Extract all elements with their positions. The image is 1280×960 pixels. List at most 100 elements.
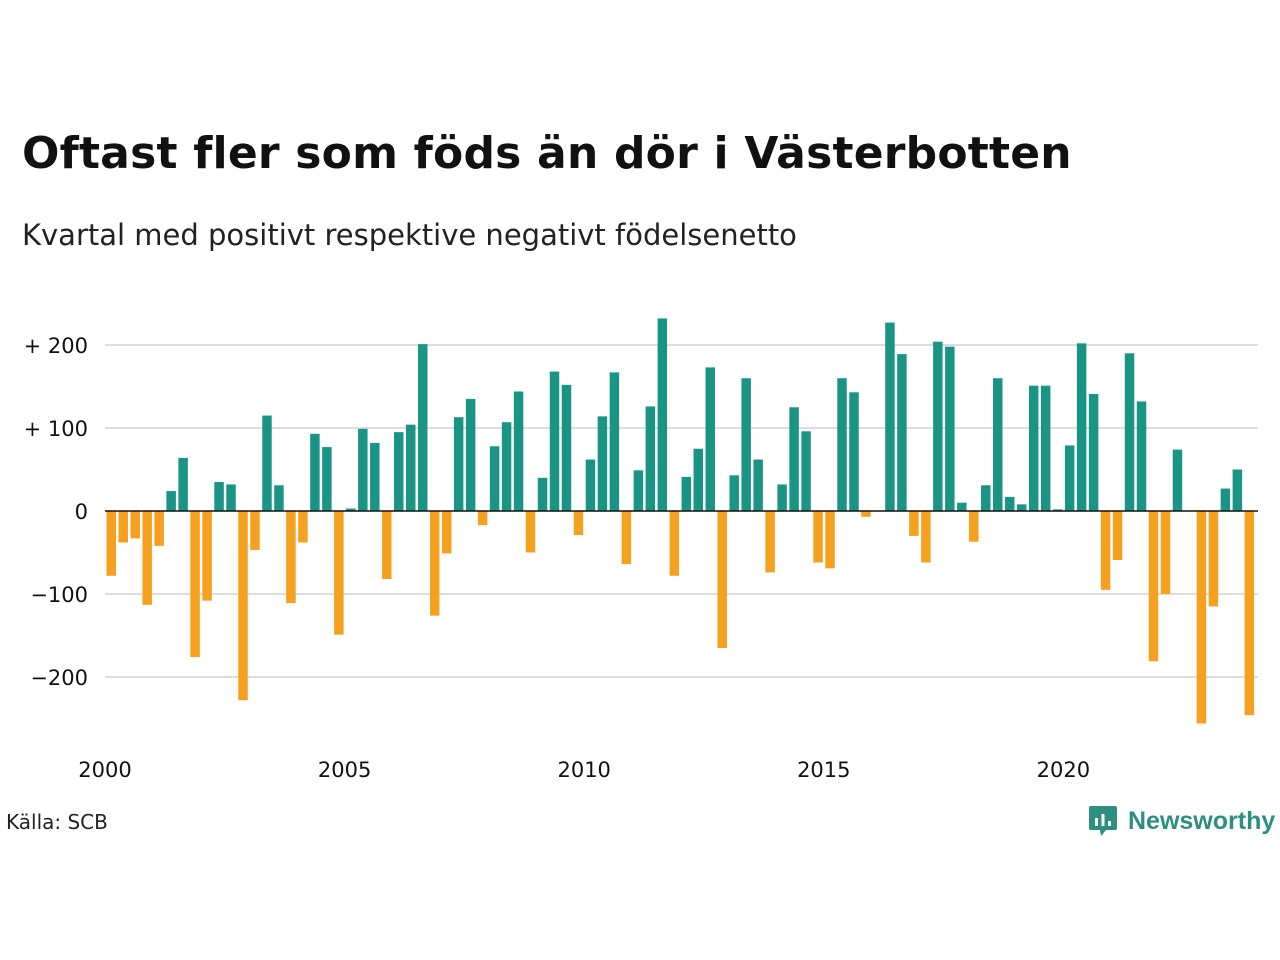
bar-negative [813,511,823,563]
bar-positive [1220,488,1231,511]
bars [106,318,1255,724]
bar-positive [585,459,596,511]
bar-positive [322,447,332,511]
bar-negative [525,511,536,553]
y-axis-ticks: + 200 + 100 0 −100 −200 [24,334,88,690]
newsworthy-chart-icon [1089,806,1117,836]
bar-positive [262,415,272,511]
bar-positive [489,446,500,511]
bar-positive [310,433,320,511]
bar-positive [645,406,656,511]
bar-positive [789,407,799,511]
bar-positive [837,378,847,511]
bar-positive [1040,385,1051,511]
bar-positive [1052,509,1063,511]
bar-positive [753,459,763,511]
bar-positive [981,485,991,511]
bar-positive [729,475,739,511]
bar-positive [358,428,368,511]
bar-negative [154,511,164,546]
bar-positive [633,470,644,511]
bar-negative [334,511,344,635]
bar-positive [214,481,224,511]
bar-positive [417,344,428,511]
bar-negative [669,511,680,576]
bar-positive [609,372,620,511]
bar-positive [885,322,895,511]
bar-negative [1196,511,1207,724]
bar-negative [1160,511,1171,594]
bar-positive [178,457,188,511]
bar-negative [1244,511,1255,716]
bar-positive [274,485,284,511]
bar-positive [370,442,380,511]
bar-negative [441,511,452,554]
y-tick-label: −100 [30,583,88,607]
bar-negative [298,511,308,543]
bar-negative [1148,511,1159,662]
bar-negative [118,511,128,543]
x-axis-ticks: 2000 2005 2010 2015 2020 [78,758,1090,782]
bar-positive [1064,445,1075,511]
bar-positive [597,416,608,511]
bar-negative [250,511,260,551]
bar-negative [1100,511,1111,590]
bar-positive [1172,449,1183,511]
bar-positive [945,346,955,511]
chart-title: Oftast fler som föds än dör i Västerbott… [22,128,1072,179]
bar-positive [453,417,464,511]
y-tick-label: + 100 [24,417,88,441]
bar-negative [921,511,931,563]
bar-positive [166,491,176,511]
bar-negative [142,511,152,605]
bar-negative [202,511,212,601]
bar-positive [1232,469,1243,511]
bar-positive [957,502,967,511]
bar-negative [106,511,116,576]
bar-positive [394,432,404,511]
bar-negative [238,511,248,701]
bar-negative [429,511,440,616]
y-tick-label: −200 [30,666,88,690]
bar-positive [897,354,907,511]
source-note: Källa: SCB [6,810,108,834]
bar-positive [801,431,811,511]
bar-positive [1124,353,1135,511]
brand-name: Newsworthy [1128,806,1276,835]
bar-negative [477,511,488,526]
bar-positive [993,378,1003,511]
bar-positive [777,484,787,511]
bar-positive [1016,504,1027,511]
bar-positive [406,424,416,511]
bar-negative [861,511,871,517]
bar-negative [190,511,200,658]
bar-negative [573,511,584,536]
bar-positive [537,477,548,511]
bar-positive [346,508,356,511]
bar-negative [621,511,632,565]
bar-chart: + 200 + 100 0 −100 −200 2000 2005 2010 2015 2020 [24,318,1258,782]
bar-negative [969,511,979,542]
bar-negative [909,511,919,536]
bar-positive [933,341,943,511]
bar-positive [513,391,524,511]
bar-positive [1028,385,1039,511]
grid-lines [105,344,1258,678]
bar-positive [693,448,703,511]
y-tick-label: 0 [75,500,88,524]
x-tick-label: 2000 [78,758,131,782]
bar-positive [561,384,572,511]
chart-subtitle: Kvartal med positivt respektive negativt… [22,218,797,252]
bar-positive [849,392,859,511]
x-tick-label: 2005 [318,758,371,782]
bar-negative [825,511,835,569]
brand-logo: Newsworthy [1088,804,1275,838]
bar-positive [549,371,560,511]
bar-positive [1088,393,1099,511]
bar-negative [286,511,296,604]
bar-positive [501,422,512,511]
bar-positive [1136,401,1147,511]
bar-positive [657,318,668,511]
bar-positive [226,484,236,511]
y-tick-label: + 200 [24,334,88,358]
